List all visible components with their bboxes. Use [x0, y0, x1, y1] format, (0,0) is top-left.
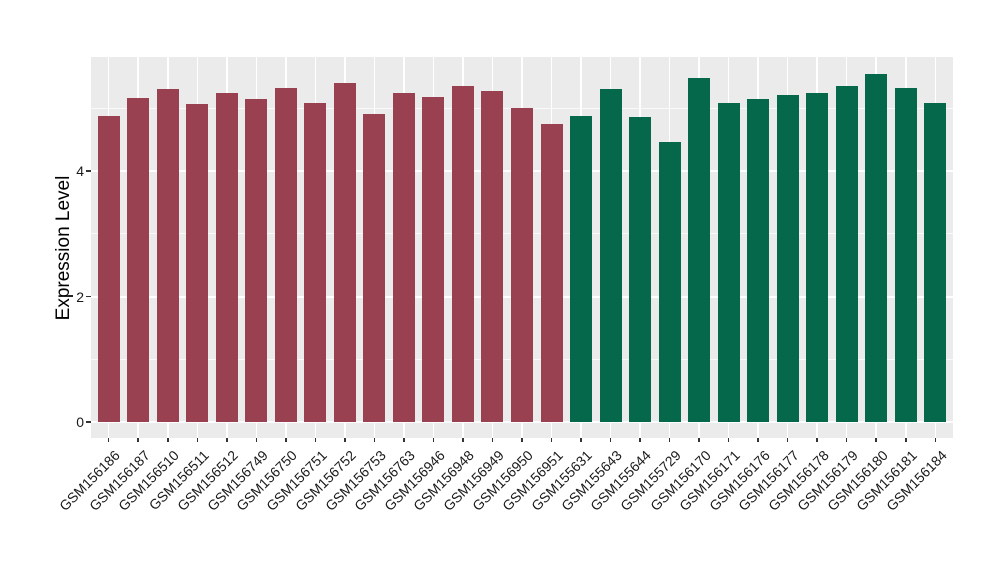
x-tick: [875, 438, 877, 442]
x-tick: [727, 438, 730, 442]
bar: [245, 99, 268, 422]
x-tick: [403, 438, 405, 442]
y-tick: [86, 421, 91, 423]
x-tick: [698, 438, 700, 442]
bar: [304, 103, 327, 422]
y-tick: [86, 170, 91, 172]
bar: [776, 95, 799, 422]
bar: [451, 85, 474, 422]
x-tick: [609, 438, 612, 442]
y-tick: [86, 295, 91, 298]
x-tick: [373, 438, 376, 442]
bar: [599, 89, 622, 422]
x-tick: [285, 438, 287, 442]
x-tick: [786, 438, 789, 442]
x-tick: [550, 438, 553, 442]
x-tick: [521, 438, 523, 442]
bar: [481, 91, 504, 422]
y-tick-label: 0: [76, 414, 84, 430]
bar: [570, 115, 593, 422]
bar: [156, 88, 179, 422]
x-tick: [226, 438, 228, 442]
bar: [865, 73, 888, 422]
x-tick: [580, 438, 582, 442]
bar: [629, 117, 652, 422]
x-tick: [432, 438, 435, 442]
x-tick: [816, 438, 818, 442]
bar: [392, 93, 415, 422]
bar: [924, 102, 947, 422]
bar: [747, 99, 770, 422]
x-tick: [196, 438, 199, 442]
x-tick: [639, 438, 641, 442]
x-tick: [314, 438, 317, 442]
bar: [97, 116, 120, 422]
bar: [127, 97, 150, 422]
bar: [274, 87, 297, 422]
bar: [333, 82, 356, 422]
bar: [422, 96, 445, 422]
x-tick: [255, 438, 258, 442]
x-tick: [137, 438, 139, 442]
x-tick: [845, 438, 848, 442]
x-tick: [668, 438, 671, 442]
x-tick: [107, 438, 110, 442]
x-tick: [344, 438, 346, 442]
bar: [806, 93, 829, 422]
x-tick: [167, 438, 169, 442]
x-tick: [462, 438, 464, 442]
bar: [717, 102, 740, 422]
x-tick: [905, 438, 907, 442]
bar: [363, 113, 386, 422]
y-tick-label: 4: [76, 163, 84, 179]
bar: [658, 141, 681, 422]
bar: [688, 77, 711, 422]
plot-panel: [91, 57, 953, 438]
x-tick: [491, 438, 494, 442]
x-tick: [934, 438, 937, 442]
bar: [186, 104, 209, 422]
bar: [894, 88, 917, 422]
bar: [511, 107, 533, 422]
x-tick: [757, 438, 759, 442]
bar: [540, 123, 563, 422]
y-tick-label: 2: [76, 288, 84, 305]
bar: [835, 85, 858, 422]
bar: [215, 92, 238, 422]
